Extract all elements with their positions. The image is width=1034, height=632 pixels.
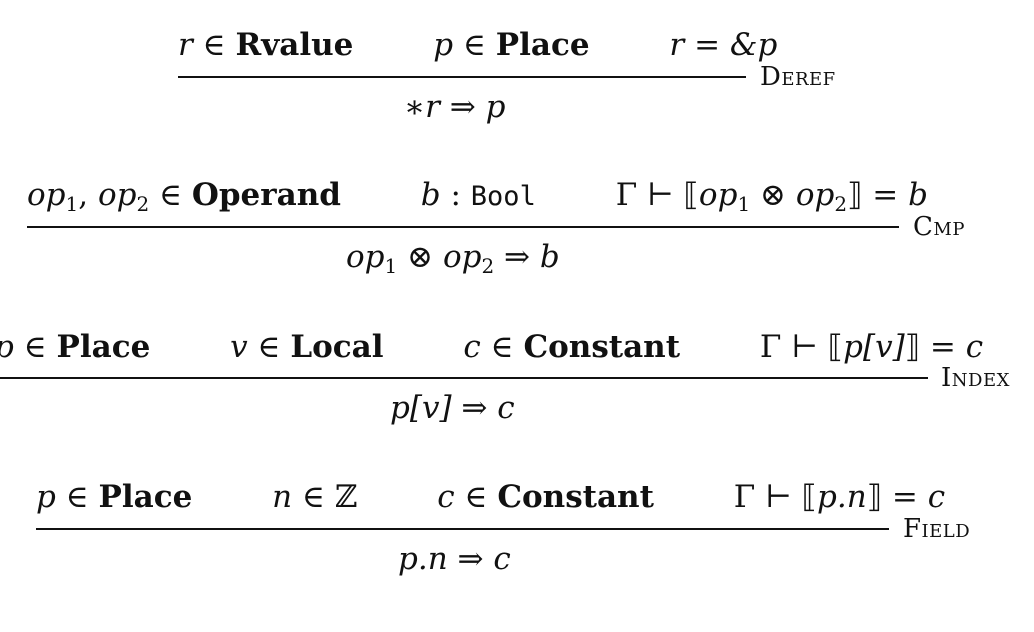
conclusion: op1 ⊗ op2 ⇒ b — [346, 239, 560, 278]
rule-name: Deref — [760, 62, 836, 92]
premise: Γ ⊢ ⟦p.n⟧ = c — [733, 479, 946, 515]
premises: p ∈ Place n ∈ ℤ c ∈ Constant Γ ⊢ ⟦p.n⟧ =… — [36, 482, 945, 513]
premise: Γ ⊢ ⟦op1 ⊗ op2⟧ = b — [615, 177, 928, 216]
inference-rule-cmp: op1, op2 ∈ Operand b : Bool Γ ⊢ ⟦op1 ⊗ o… — [0, 150, 1034, 300]
inference-rule-index: p ∈ Place v ∈ Local c ∈ Constant Γ ⊢ ⟦p[… — [0, 300, 1034, 452]
premise: n ∈ ℤ — [272, 479, 358, 515]
premise: Γ ⊢ ⟦p[v]⟧ = c — [759, 329, 984, 365]
premise: v ∈ Local — [230, 329, 384, 365]
premises: op1, op2 ∈ Operand b : Bool Γ ⊢ ⟦op1 ⊗ o… — [27, 177, 928, 216]
rule-name: Cmp — [913, 212, 965, 242]
conclusion: ∗r ⇒ p — [404, 89, 506, 125]
premise: r ∈ Rvalue — [178, 27, 354, 63]
premise: c ∈ Constant — [437, 479, 654, 515]
conclusion: p.n ⇒ c — [398, 541, 511, 577]
premise: c ∈ Constant — [463, 329, 681, 365]
premise: op1, op2 ∈ Operand — [27, 177, 341, 216]
inference-bar — [27, 226, 899, 228]
rule-name: Index — [941, 363, 1010, 393]
premise: b : Bool — [420, 177, 536, 213]
premise: p ∈ Place — [433, 27, 590, 63]
premises: r ∈ Rvalue p ∈ Place r = &p — [178, 30, 777, 61]
inference-rule-field: p ∈ Place n ∈ ℤ c ∈ Constant Γ ⊢ ⟦p.n⟧ =… — [0, 452, 1034, 602]
inference-bar — [36, 528, 889, 530]
premise: p ∈ Place — [0, 329, 151, 365]
premise: r = &p — [669, 27, 778, 63]
rule-name: Field — [903, 514, 971, 544]
premise: p ∈ Place — [36, 479, 193, 515]
conclusion: p[v] ⇒ c — [390, 390, 515, 426]
inference-bar — [178, 76, 746, 78]
premises: p ∈ Place v ∈ Local c ∈ Constant Γ ⊢ ⟦p[… — [0, 332, 983, 363]
inference-rule-deref: r ∈ Rvalue p ∈ Place r = &p ∗r ⇒ p Deref — [0, 0, 1034, 150]
inference-bar — [0, 377, 928, 379]
